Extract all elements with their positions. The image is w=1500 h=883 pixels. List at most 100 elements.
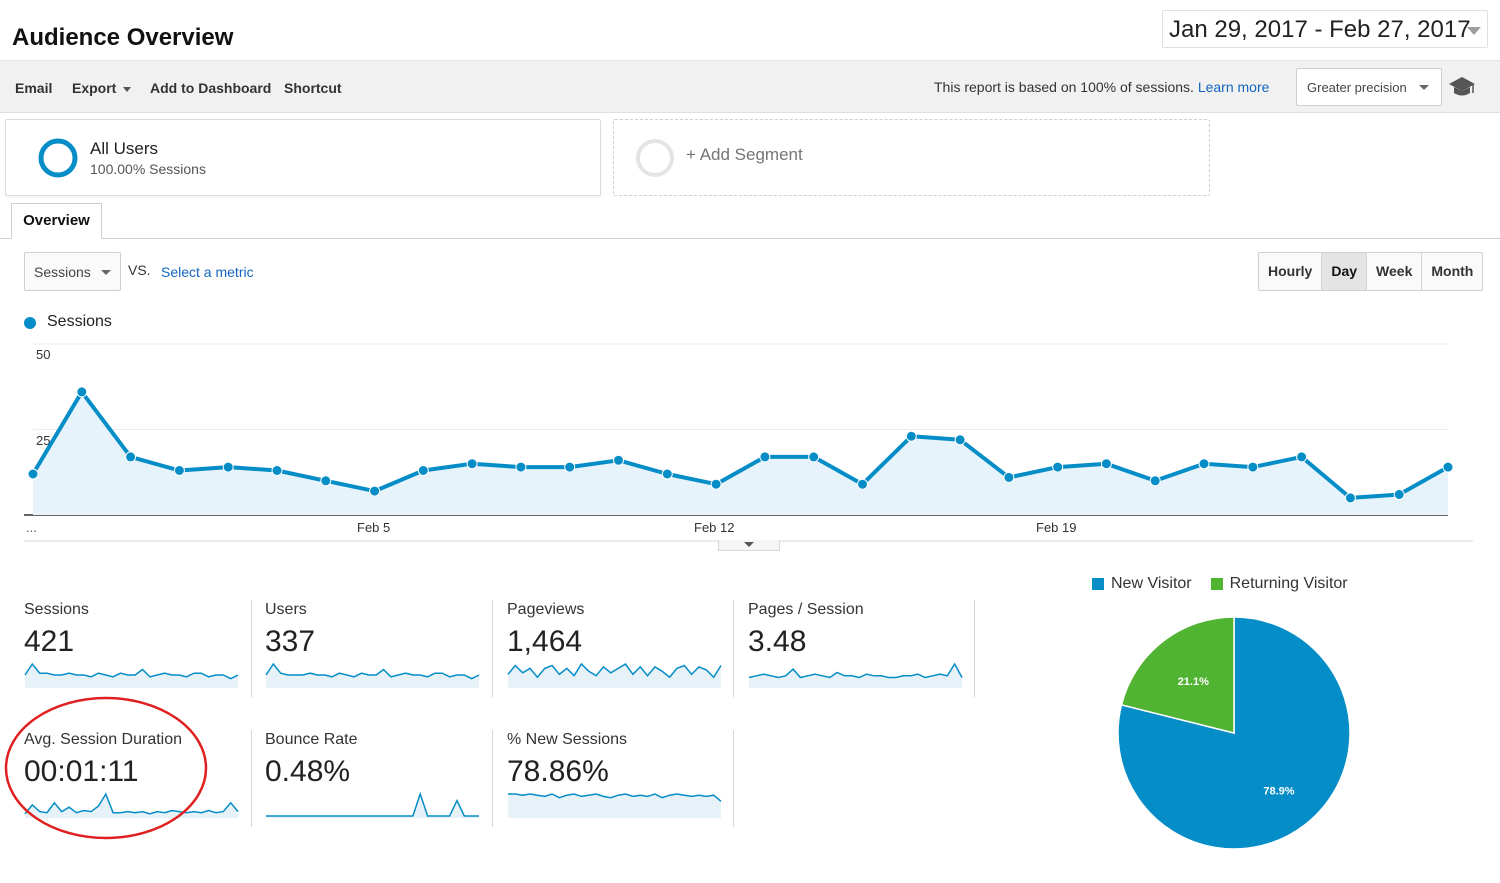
precision-select[interactable]: Greater precision	[1296, 68, 1442, 106]
sessions-data-point[interactable]	[710, 478, 722, 490]
sparkline-line	[266, 791, 479, 817]
metric-bounce-rate[interactable]: Bounce Rate 0.48%	[265, 731, 495, 846]
sessions-data-point[interactable]	[320, 475, 332, 487]
sessions-data-point[interactable]	[1344, 492, 1356, 504]
sampling-note: This report is based on 100% of sessions…	[934, 79, 1269, 95]
sessions-data-point[interactable]	[1149, 475, 1161, 487]
date-range-picker[interactable]: Jan 29, 2017 - Feb 27, 2017	[1162, 10, 1488, 48]
metric-pageviews[interactable]: Pageviews 1,464	[507, 601, 737, 716]
sessions-data-point[interactable]	[1198, 458, 1210, 470]
sessions-area-fill	[33, 391, 1448, 515]
export-button[interactable]: Export	[72, 80, 132, 96]
metric-sparkline	[265, 662, 480, 688]
sparkline-line	[748, 662, 963, 679]
period-hourly-button[interactable]: Hourly	[1259, 253, 1323, 290]
metric-sparkline	[24, 792, 239, 818]
sessions-data-point[interactable]	[613, 454, 624, 466]
metric-value: 3.48	[748, 625, 807, 658]
metric-label: Bounce Rate	[265, 731, 358, 748]
period-month-button[interactable]: Month	[1431, 263, 1474, 279]
sparkline-line	[24, 792, 239, 815]
pie-slice[interactable]	[1120, 616, 1235, 734]
sessions-data-point[interactable]	[905, 430, 917, 442]
add-segment-button[interactable]: + Add Segment	[686, 145, 803, 164]
period-week-button[interactable]: Week	[1367, 253, 1423, 290]
sparkline-line	[507, 662, 722, 679]
sessions-data-point[interactable]	[1442, 461, 1454, 473]
sessions-data-point[interactable]	[271, 465, 283, 476]
highlight-circle-annotation	[4, 696, 208, 840]
date-range-text: Jan 29, 2017 - Feb 27, 2017	[1169, 16, 1471, 43]
empty-segment-ring-icon	[636, 139, 674, 177]
sessions-data-point[interactable]	[515, 461, 527, 473]
vs-label: VS.	[128, 262, 151, 278]
select-metric-link[interactable]: Select a metric	[161, 264, 254, 280]
sessions-data-point[interactable]	[76, 386, 88, 398]
graduation-cap-icon[interactable]	[1448, 74, 1476, 98]
pie-slice-label: 21.1%	[1178, 676, 1209, 688]
metric-label: Sessions	[24, 601, 89, 618]
add-segment-card[interactable]: + Add Segment	[613, 119, 1210, 196]
sparkline-area	[508, 794, 721, 818]
chart-collapse-handle[interactable]	[718, 540, 780, 551]
sessions-data-point[interactable]	[1003, 471, 1015, 483]
sparkline-area	[749, 664, 962, 688]
sparkline-area	[266, 664, 479, 688]
metric-divider	[251, 600, 252, 697]
sparkline-area	[508, 664, 721, 688]
segment-name: All Users	[90, 139, 159, 158]
period-day-button[interactable]: Day	[1322, 253, 1368, 290]
sessions-data-point[interactable]	[808, 451, 820, 463]
sessions-data-point[interactable]	[857, 478, 868, 490]
report-toolbar: Email Export Add to Dashboard Shortcut T…	[0, 60, 1500, 113]
metric-avg-session-duration[interactable]: Avg. Session Duration 00:01:11	[24, 731, 254, 846]
sessions-data-point[interactable]	[417, 465, 429, 476]
chevron-down-icon	[101, 270, 111, 275]
add-to-dashboard-button[interactable]: Add to Dashboard	[150, 80, 272, 96]
metric-value: 1,464	[507, 625, 583, 658]
metric-sparkline	[508, 793, 722, 818]
metric-label: Pages / Session	[748, 601, 864, 618]
sessions-data-point[interactable]	[173, 465, 185, 476]
sessions-data-point[interactable]	[1247, 461, 1259, 473]
metric-users[interactable]: Users 337	[265, 601, 495, 716]
y-tick-label: 50	[36, 347, 50, 362]
pie-legend-new-visitor: New Visitor	[1111, 575, 1192, 592]
sessions-data-point[interactable]	[222, 461, 234, 473]
metric-divider	[733, 600, 734, 697]
sparkline-area	[266, 794, 479, 818]
sessions-data-point[interactable]	[369, 485, 381, 497]
metric-value: 421	[24, 625, 75, 658]
metric-value: 337	[265, 625, 316, 658]
metric-select[interactable]: Sessions	[24, 252, 121, 291]
sessions-data-point[interactable]	[1393, 489, 1405, 500]
sessions-legend-label: Sessions	[47, 313, 112, 330]
email-button[interactable]: Email	[15, 80, 53, 96]
metric-sparkline	[748, 662, 963, 688]
metric-percent-new-sessions[interactable]: % New Sessions 78.86%	[507, 731, 737, 846]
sessions-data-point[interactable]	[564, 461, 576, 473]
segment-all-users[interactable]: All Users 100.00% Sessions	[5, 119, 601, 196]
new-visitor-swatch	[1092, 578, 1104, 590]
period-toggle: Hourly Day Week Month	[1258, 252, 1484, 291]
sessions-data-point[interactable]	[27, 468, 39, 480]
tab-overview[interactable]: Overview	[11, 203, 102, 239]
shortcut-button[interactable]: Shortcut	[284, 80, 342, 96]
metric-sessions[interactable]: Sessions 421	[24, 601, 254, 716]
pie-slice[interactable]	[1117, 616, 1351, 850]
sessions-data-point[interactable]	[1052, 461, 1064, 473]
segment-sessions-share: 100.00% Sessions	[90, 161, 206, 177]
sessions-data-point[interactable]	[1100, 458, 1112, 470]
chevron-down-icon	[123, 86, 132, 92]
sessions-data-point[interactable]	[125, 451, 137, 463]
sessions-data-point[interactable]	[466, 458, 478, 470]
sessions-data-point[interactable]	[759, 451, 771, 463]
sessions-data-point[interactable]	[1296, 451, 1308, 463]
metric-pages-per-session[interactable]: Pages / Session 3.48	[748, 601, 978, 716]
sampling-note-text: This report is based on 100% of sessions…	[934, 79, 1194, 95]
learn-more-link[interactable]: Learn more	[1197, 79, 1270, 95]
metric-select-label: Sessions	[34, 264, 91, 280]
sessions-data-point[interactable]	[954, 434, 966, 446]
metric-value: 78.86%	[507, 755, 609, 788]
sessions-data-point[interactable]	[661, 468, 673, 480]
